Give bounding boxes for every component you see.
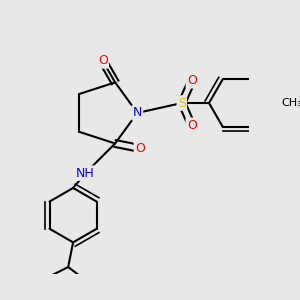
Text: O: O: [135, 142, 145, 155]
Text: NH: NH: [76, 167, 95, 180]
Text: O: O: [98, 55, 108, 68]
Text: O: O: [187, 119, 196, 132]
Text: S: S: [178, 97, 186, 110]
Text: O: O: [187, 74, 196, 87]
Text: CH₃: CH₃: [281, 98, 300, 108]
Text: N: N: [133, 106, 142, 119]
